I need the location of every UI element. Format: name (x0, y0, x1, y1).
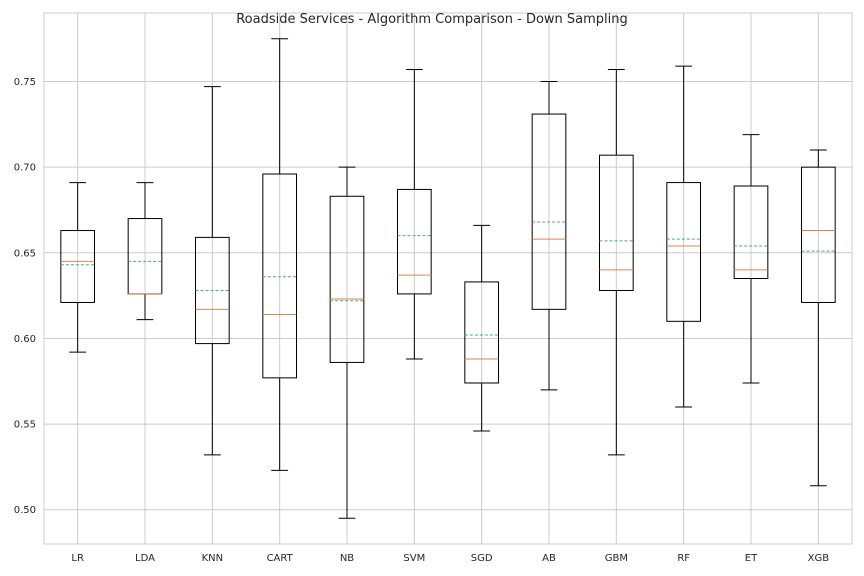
x-tick-label: KNN (202, 553, 224, 564)
box-series (60, 38, 836, 519)
box-et (733, 134, 769, 384)
iqr-box (329, 195, 365, 363)
box-knn (195, 86, 230, 456)
y-tick-label: 0.70 (14, 163, 36, 174)
iqr-box (464, 281, 500, 384)
iqr-box (801, 166, 836, 303)
box-lr (60, 182, 95, 353)
y-tick-label: 0.60 (14, 334, 36, 345)
x-tick-label: XGB (808, 553, 830, 564)
iqr-box (733, 185, 769, 279)
box-cart (262, 38, 298, 471)
x-tick-label: AB (542, 553, 556, 564)
iqr-box (599, 154, 634, 291)
box-xgb (801, 149, 836, 487)
y-tick-label: 0.55 (14, 420, 36, 431)
iqr-box (262, 173, 298, 379)
box-rf (666, 65, 701, 408)
y-grid (44, 81, 852, 511)
plot-area (43, 12, 853, 545)
x-tick-label: CART (267, 553, 294, 564)
iqr-box (531, 113, 567, 310)
x-axis-tick-labels: LR LDA KNN CART NB SVM SGD AB GBM RF ET XGB (71, 553, 829, 564)
y-tick-label: 0.75 (14, 77, 36, 88)
x-tick-label: GBM (605, 553, 628, 564)
iqr-box (60, 230, 95, 303)
y-axis-tick-labels: 0.50 0.55 0.60 0.65 0.70 0.75 (14, 77, 36, 516)
x-tick-label: ET (745, 553, 758, 564)
iqr-box (397, 188, 432, 295)
y-tick-label: 0.65 (14, 248, 36, 259)
x-tick-label: SVM (403, 553, 425, 564)
y-tick-label: 0.50 (14, 505, 36, 516)
box-nb (329, 166, 365, 519)
x-tick-label: NB (340, 553, 354, 564)
box-svm (397, 69, 432, 360)
x-tick-label: LDA (135, 553, 155, 564)
box-lda (127, 182, 163, 321)
box-sgd (464, 224, 500, 432)
x-tick-label: SGD (471, 553, 493, 564)
box-gbm (599, 69, 634, 456)
chart-title: Roadside Services - Algorithm Comparison… (236, 12, 628, 27)
box-ab (531, 81, 567, 391)
x-tick-label: RF (677, 553, 690, 564)
iqr-box (666, 182, 701, 322)
x-tick-label: LR (71, 553, 84, 564)
